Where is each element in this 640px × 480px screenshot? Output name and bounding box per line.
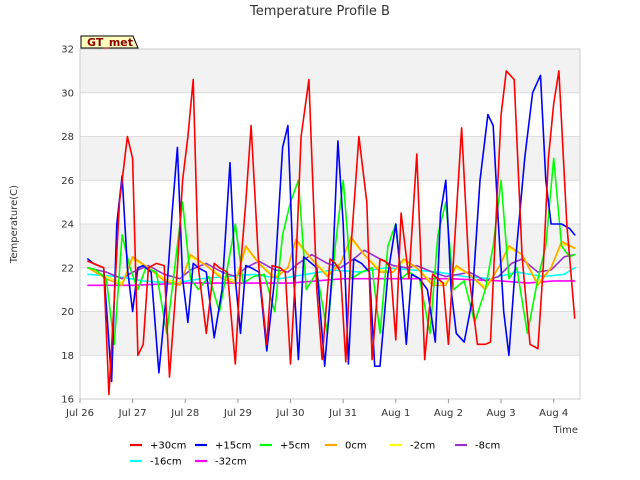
gt-met-badge: GT_met [80, 35, 139, 49]
series-line-0cm [87, 236, 576, 291]
gt-met-badge-text: GT_met [87, 36, 133, 49]
y-tick-label: 20 [61, 307, 74, 318]
gt-met-badge-shape [80, 35, 139, 49]
legend-label-plus15cm: +15cm [215, 441, 251, 452]
x-tick-label: Jul 30 [276, 408, 305, 419]
x-tick-label: Jul 28 [170, 408, 199, 419]
x-tick-label: Jul 27 [118, 408, 147, 419]
x-tick-label: Aug 3 [487, 408, 516, 419]
plot-band [80, 49, 580, 93]
series-line-minus8cm [87, 249, 576, 282]
legend-label-minus8cm: -8cm [475, 441, 500, 452]
plot-band [80, 92, 580, 137]
x-tick-label: Aug 1 [381, 408, 410, 419]
x-tick-label: Jul 29 [223, 408, 252, 419]
plot-band [80, 355, 580, 399]
legend-label-plus30cm: +30cm [150, 441, 186, 452]
x-tick-label: Jul 31 [328, 408, 357, 419]
x-axis-ticks: Jul 26 Jul 27 Jul 28 Jul 29 Jul 30 Jul 31 Aug … [65, 399, 568, 419]
series-line-plus15cm [87, 74, 576, 383]
y-tick-label: 30 [61, 88, 74, 99]
y-tick-label: 16 [61, 395, 74, 406]
legend-label-0cm: 0cm [345, 441, 367, 452]
series-layer [87, 70, 576, 396]
legend-label-plus5cm: +5cm [280, 441, 310, 452]
legend-label-minus32cm: -32cm [215, 457, 247, 468]
y-tick-label: 22 [61, 263, 74, 274]
plot-band [80, 180, 580, 224]
y-tick-label: 28 [61, 132, 74, 143]
y-tick-label: 26 [61, 176, 74, 187]
plot-area-border [79, 48, 581, 400]
legend-label-minus2cm: -2cm [410, 441, 435, 452]
legend: +30cm +15cm +5cm 0cm -2cm -8cm -16cm -32cm [130, 441, 500, 468]
y-axis-ticks: 16 18 20 22 24 26 28 30 32 [61, 45, 74, 406]
y-tick-label: 18 [61, 351, 74, 362]
series-line-plus5cm [87, 157, 576, 346]
chart-title: Temperature Profile B [249, 4, 390, 19]
y-tick-label: 24 [61, 220, 74, 231]
x-axis-title: Time [553, 425, 578, 436]
x-tick-label: Aug 4 [539, 408, 568, 419]
y-tick-label: 32 [61, 45, 74, 56]
series-line-plus30cm [87, 70, 576, 396]
legend-label-minus16cm: -16cm [150, 457, 182, 468]
x-tick-label: Jul 26 [65, 408, 94, 419]
x-tick-label: Aug 2 [434, 408, 463, 419]
plot-band [80, 136, 580, 181]
y-axis-title: Temperature(C) [9, 185, 20, 264]
